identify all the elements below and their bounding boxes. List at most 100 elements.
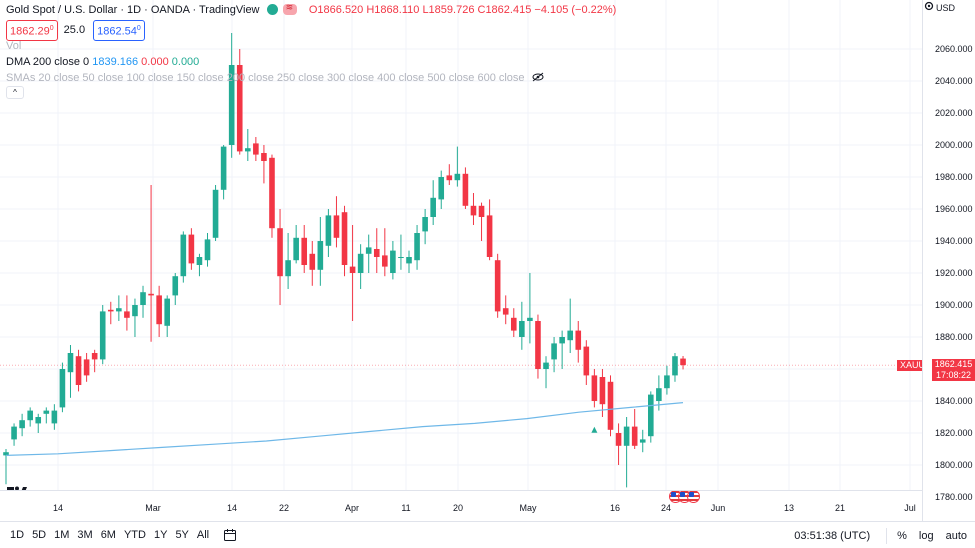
dma-label: DMA 200 close 0 bbox=[6, 56, 90, 68]
time-axis[interactable]: 14 Mar 14 22 Apr 11 20 May 16 24 Jun 13 21 Jul bbox=[0, 490, 922, 521]
candle-body bbox=[631, 426, 638, 446]
candle-body bbox=[220, 146, 227, 190]
range-1d-button[interactable]: 1D bbox=[10, 528, 25, 541]
candle-body bbox=[253, 143, 259, 155]
candle-body bbox=[204, 239, 211, 261]
price-tick-label: 1920.000 bbox=[935, 268, 973, 278]
price-tick-label: 1980.000 bbox=[935, 172, 973, 182]
hidden-eye-icon[interactable] bbox=[532, 72, 544, 82]
ma-200-line bbox=[5, 402, 684, 456]
candle-body bbox=[75, 356, 82, 385]
dma-indicator-legend[interactable]: DMA 200 close 0 1839.166 0.000 0.000 bbox=[6, 56, 199, 68]
auto-scale-toggle[interactable]: auto bbox=[945, 529, 967, 542]
collapse-legend-button[interactable]: ^ bbox=[6, 86, 24, 99]
candle-body bbox=[398, 257, 404, 258]
utc-clock[interactable]: 03:51:38 (UTC) bbox=[794, 529, 871, 542]
time-tick-label: Jul bbox=[904, 503, 916, 513]
candle-body bbox=[478, 205, 485, 217]
candle-body bbox=[672, 356, 678, 376]
candle-body bbox=[527, 317, 533, 321]
candle-body bbox=[406, 257, 412, 264]
candle-body bbox=[285, 260, 291, 277]
candle-body bbox=[365, 247, 372, 254]
bar-countdown: 17:08:22 bbox=[935, 370, 972, 380]
ohlc-low: L1859.726 bbox=[422, 4, 475, 16]
candle-body bbox=[27, 410, 33, 421]
candle-body bbox=[293, 237, 299, 261]
price-tick-label: 1880.000 bbox=[935, 332, 973, 342]
candle-body bbox=[59, 369, 66, 408]
range-5d-button[interactable]: 5D bbox=[32, 528, 47, 541]
range-5y-button[interactable]: 5Y bbox=[175, 528, 189, 541]
price-tick-label: 1940.000 bbox=[935, 236, 973, 246]
time-tick-label: Apr bbox=[345, 503, 359, 513]
candle-body bbox=[19, 420, 25, 429]
time-tick-label: 24 bbox=[661, 503, 671, 513]
candle-body bbox=[349, 266, 356, 273]
currency-label[interactable]: USD bbox=[936, 3, 956, 13]
chart-pane[interactable]: Gold Spot / U.S. Dollar · 1D · OANDA · T… bbox=[0, 0, 922, 490]
symbol-title[interactable]: Gold Spot / U.S. Dollar · 1D · OANDA · T… bbox=[6, 4, 260, 16]
candle-body bbox=[664, 375, 670, 389]
candle-body bbox=[43, 410, 50, 414]
range-1y-button[interactable]: 1Y bbox=[153, 528, 168, 541]
settings-gear-icon[interactable] bbox=[923, 0, 935, 12]
candle-body bbox=[623, 426, 630, 446]
dma-value: 1839.166 bbox=[92, 56, 139, 68]
range-1m-button[interactable]: 1M bbox=[54, 528, 70, 541]
range-6m-button[interactable]: 6M bbox=[100, 528, 116, 541]
candle-body bbox=[357, 253, 364, 273]
candle-body bbox=[124, 311, 130, 318]
sma-indicator-legend[interactable]: SMAs 20 close 50 close 100 close 150 clo… bbox=[6, 72, 544, 84]
range-ytd-button[interactable]: YTD bbox=[123, 528, 146, 541]
candle-body bbox=[83, 359, 90, 376]
range-3m-button[interactable]: 3M bbox=[77, 528, 93, 541]
candle-body bbox=[551, 343, 557, 360]
candlestick-chart[interactable] bbox=[0, 0, 922, 490]
ohlc-high: H1868.110 bbox=[366, 4, 420, 16]
candle-body bbox=[438, 177, 445, 200]
price-tick-label: 2040.000 bbox=[935, 76, 973, 86]
buy-button[interactable]: 1862.540 bbox=[93, 20, 145, 41]
candle-body bbox=[3, 452, 9, 456]
market-open-icon bbox=[266, 4, 278, 15]
last-price-value: 1862.415 bbox=[934, 359, 973, 369]
candle-body bbox=[67, 353, 74, 373]
candle-body bbox=[116, 308, 122, 312]
range-all-button[interactable]: All bbox=[196, 528, 210, 541]
candle-body bbox=[11, 426, 17, 440]
percent-scale-toggle[interactable]: % bbox=[897, 529, 907, 542]
quote-boxes: 1862.290 25.0 1862.540 bbox=[6, 20, 145, 41]
candle-body bbox=[180, 234, 187, 277]
candle-body bbox=[591, 375, 598, 401]
candle-body bbox=[390, 250, 396, 273]
data-delay-icon[interactable] bbox=[282, 2, 297, 15]
log-scale-toggle[interactable]: log bbox=[918, 529, 934, 542]
candle-body bbox=[317, 241, 324, 270]
time-tick-label: 14 bbox=[227, 503, 237, 513]
time-tick-label: 16 bbox=[610, 503, 620, 513]
sell-button[interactable]: 1862.290 bbox=[6, 20, 58, 41]
calendar-icon[interactable] bbox=[223, 528, 237, 542]
candle-body bbox=[486, 215, 493, 257]
price-tick-label: 1820.000 bbox=[935, 428, 973, 438]
candle-body bbox=[228, 65, 235, 145]
price-axis[interactable]: USD 2060.000 2040.000 2020.000 2000.000 1980… bbox=[922, 0, 975, 521]
price-tick-label: 1840.000 bbox=[935, 396, 973, 406]
candle-body bbox=[341, 212, 348, 265]
candle-body bbox=[607, 381, 614, 430]
candle-body bbox=[615, 433, 622, 446]
time-tick-label: Mar bbox=[145, 503, 161, 513]
candle-body bbox=[212, 189, 219, 238]
volume-indicator-legend[interactable]: Vol bbox=[6, 40, 22, 52]
candle-body bbox=[164, 298, 170, 326]
ohlc-open: O1866.520 bbox=[308, 4, 364, 16]
tradingview-logo bbox=[7, 486, 27, 490]
price-axis-ticks: 2060.000 2040.000 2020.000 2000.000 1980.000… bbox=[935, 44, 973, 502]
time-tick-label: 21 bbox=[835, 503, 845, 513]
price-tick-label: 1800.000 bbox=[935, 460, 973, 470]
divider bbox=[886, 527, 888, 544]
candle-body bbox=[382, 255, 388, 267]
candle-body bbox=[91, 353, 98, 360]
candle-body bbox=[430, 197, 436, 217]
